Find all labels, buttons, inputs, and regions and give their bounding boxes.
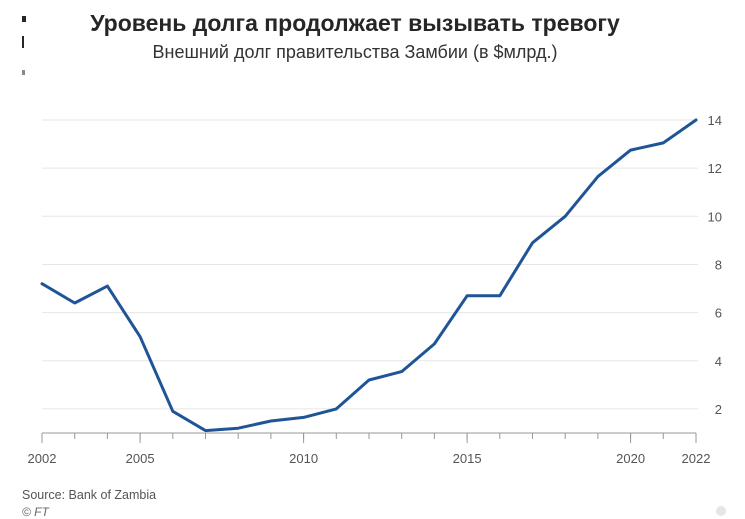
data-point bbox=[564, 215, 567, 218]
x-tick-label: 2005 bbox=[126, 451, 155, 466]
data-point bbox=[237, 427, 240, 430]
x-tick-label: 2015 bbox=[453, 451, 482, 466]
data-point bbox=[433, 342, 436, 345]
series-group bbox=[40, 118, 698, 433]
x-tick-label: 2010 bbox=[289, 451, 318, 466]
y-tick-label: 6 bbox=[715, 306, 722, 321]
data-point bbox=[335, 407, 338, 410]
cropped-edge-mark bbox=[22, 70, 25, 75]
y-tick-label: 2 bbox=[715, 402, 722, 417]
x-tick-label: 2022 bbox=[682, 451, 711, 466]
y-tick-label: 12 bbox=[708, 161, 722, 176]
data-point bbox=[139, 335, 142, 338]
data-point bbox=[73, 301, 76, 304]
data-point bbox=[466, 294, 469, 297]
data-point bbox=[106, 285, 109, 288]
data-point bbox=[204, 429, 207, 432]
data-point bbox=[171, 410, 174, 413]
x-tick-label: 2020 bbox=[616, 451, 645, 466]
series-line bbox=[40, 118, 698, 433]
data-point bbox=[662, 141, 665, 144]
data-point bbox=[531, 241, 534, 244]
cropped-edge-mark bbox=[22, 16, 26, 22]
data-point bbox=[41, 282, 44, 285]
x-tick-label: 2002 bbox=[28, 451, 57, 466]
gridlines bbox=[42, 119, 698, 410]
data-point bbox=[596, 175, 599, 178]
data-point bbox=[368, 379, 371, 382]
data-point bbox=[302, 416, 305, 419]
corner-decoration bbox=[716, 506, 726, 516]
y-axis: 2 4 6 8 10 12 14 bbox=[708, 113, 722, 417]
chart-title: Уровень долга продолжает вызывать тревог… bbox=[90, 10, 620, 36]
data-point bbox=[400, 370, 403, 373]
chart-subtitle: Внешний долг правительства Замбии (в $мл… bbox=[152, 42, 558, 62]
data-point bbox=[629, 149, 632, 152]
y-tick-label: 10 bbox=[708, 209, 722, 224]
data-point bbox=[695, 119, 698, 122]
y-tick-label: 14 bbox=[708, 113, 722, 128]
y-tick-label: 4 bbox=[715, 354, 722, 369]
data-point bbox=[269, 419, 272, 422]
x-axis: 2002 2005 2010 2015 2020 2022 bbox=[28, 432, 711, 466]
cropped-edge-mark bbox=[22, 36, 24, 48]
data-point bbox=[498, 294, 501, 297]
source-note: Source: Bank of Zambia bbox=[22, 488, 157, 502]
copyright-note: © FT bbox=[22, 505, 49, 519]
y-tick-label: 8 bbox=[715, 257, 722, 272]
